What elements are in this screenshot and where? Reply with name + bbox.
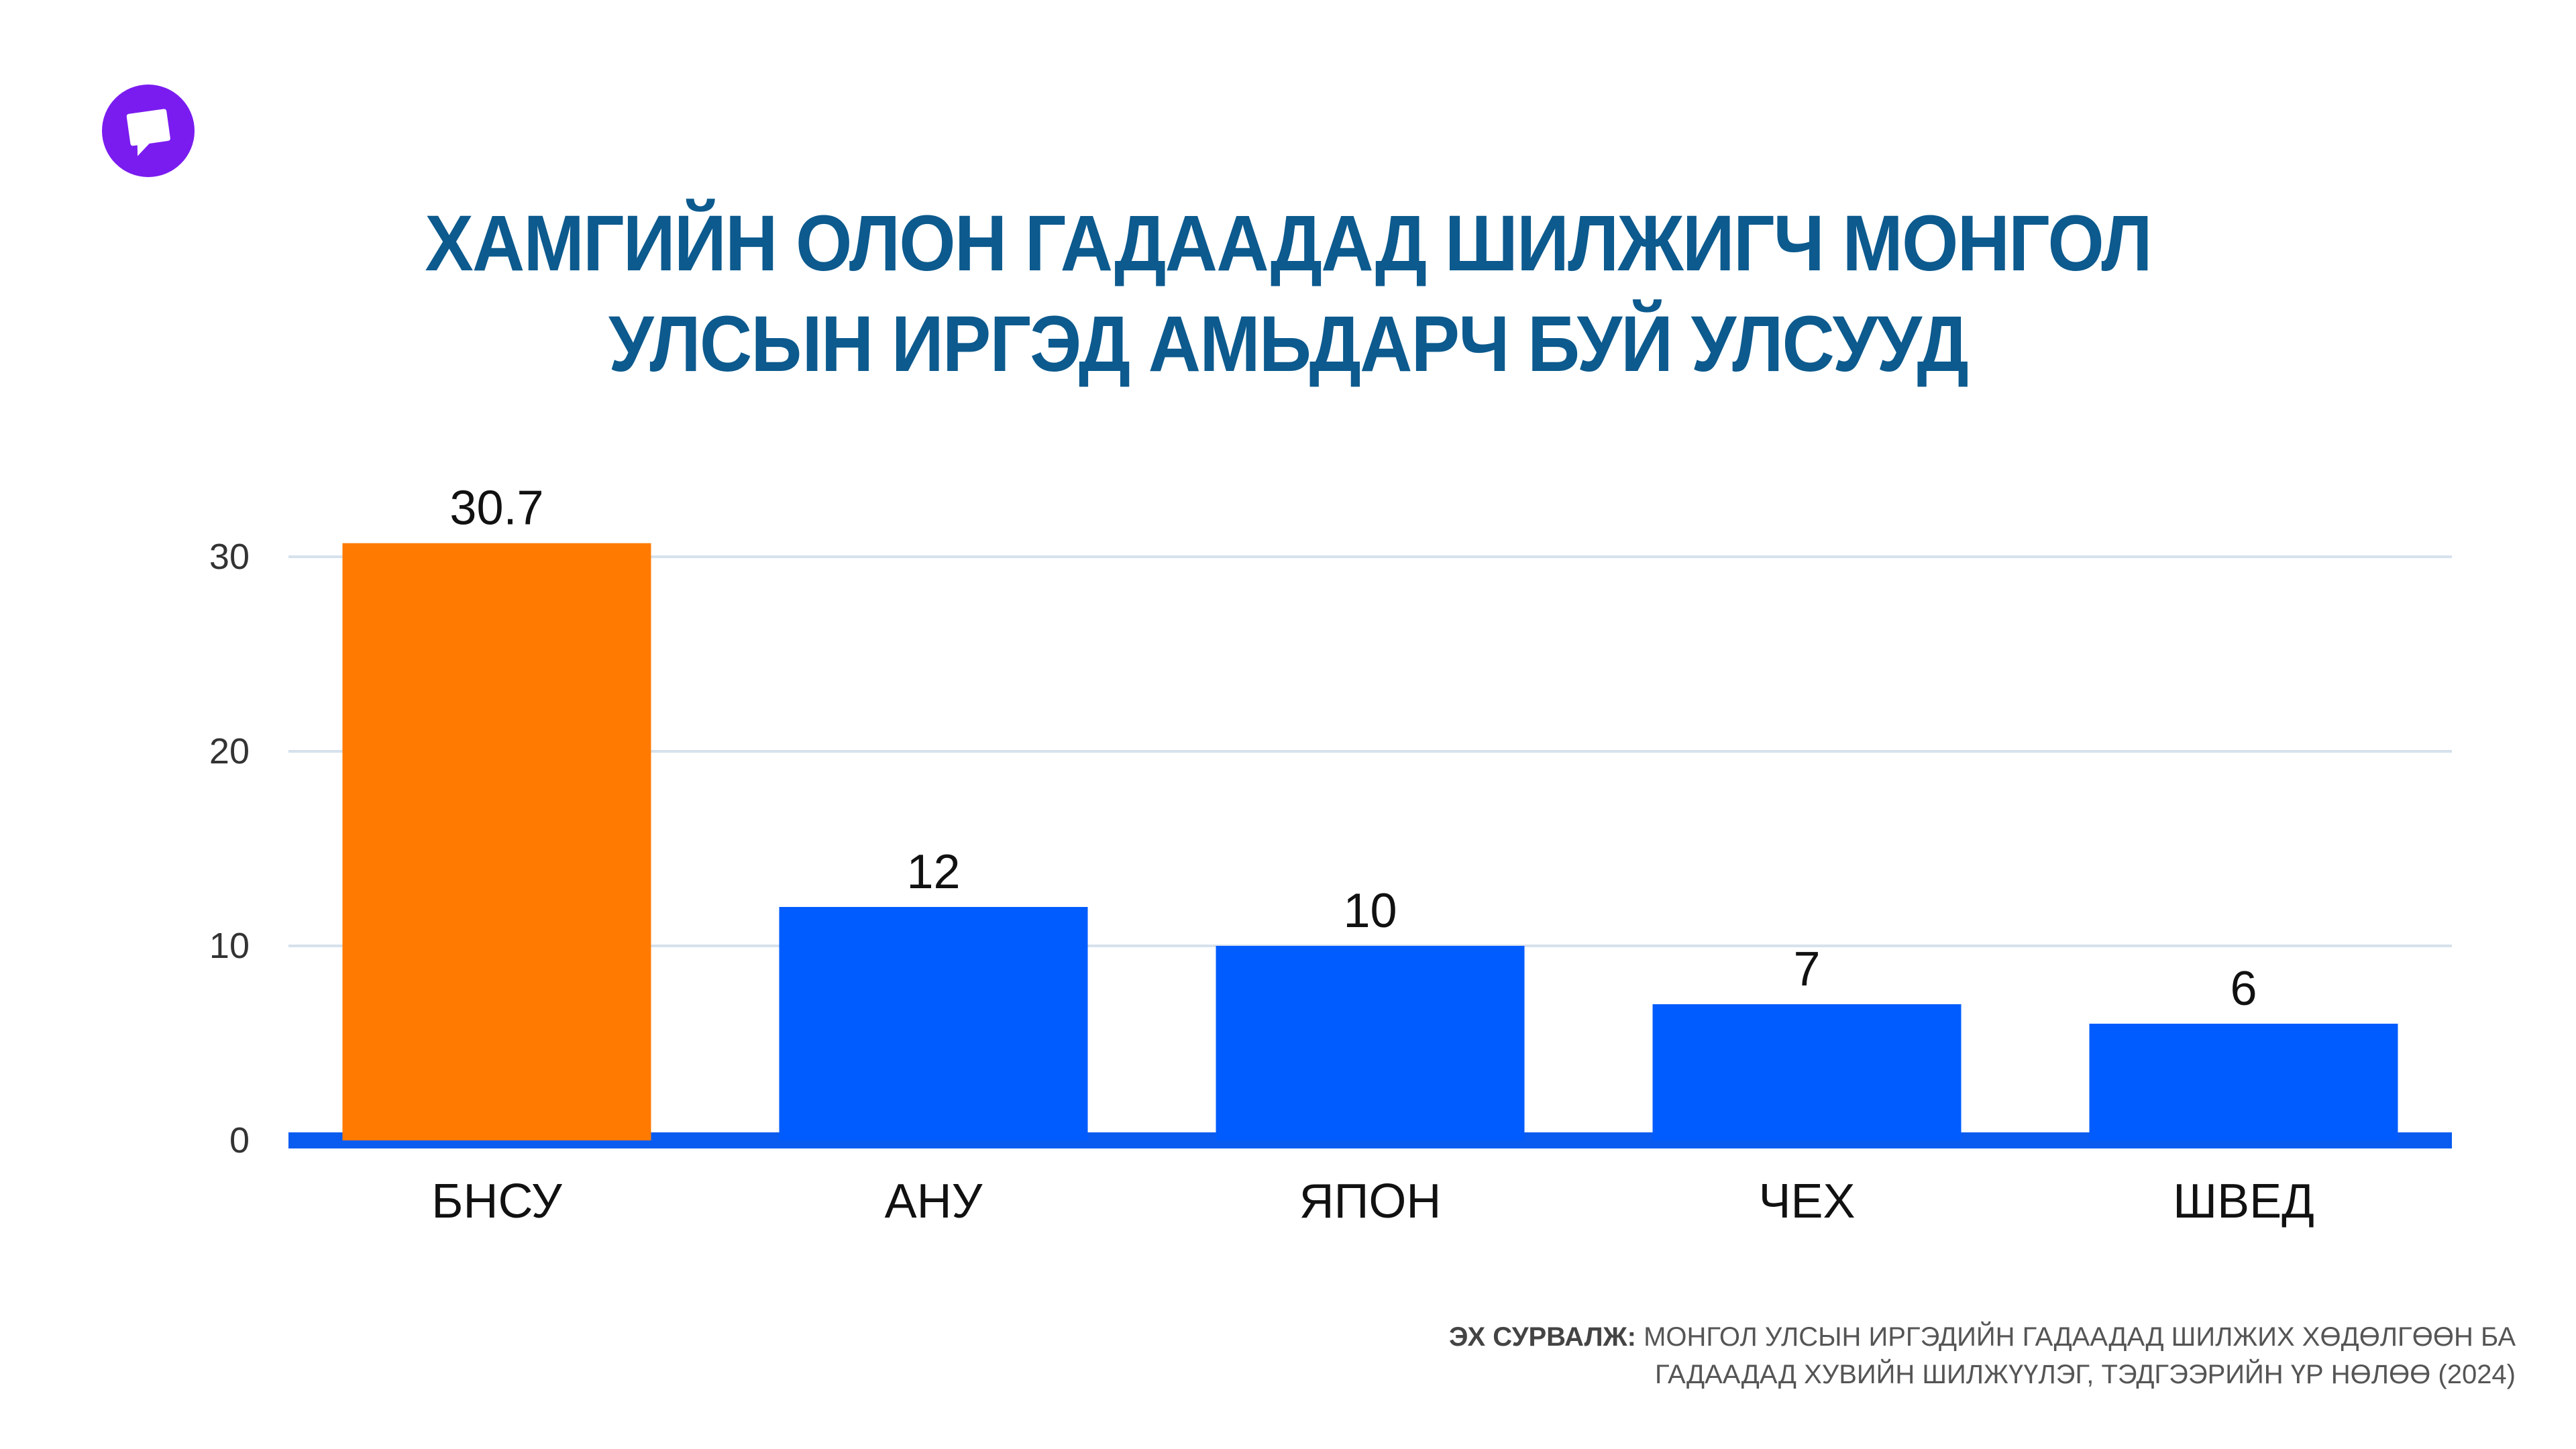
speech-bubble-icon — [102, 85, 195, 177]
bar — [342, 543, 651, 1140]
source-note: ЭХ СУРВАЛЖ: МОНГОЛ УЛСЫН ИРГЭДИЙН ГАДААД… — [1449, 1318, 2516, 1393]
source-line-2: ГАДААДАД ХУВИЙН ШИЛЖҮҮЛЭГ, ТЭДГЭЭРИЙН ҮР… — [1655, 1360, 2516, 1389]
bar-value-label: 10 — [1343, 884, 1397, 938]
bar — [1216, 946, 1525, 1140]
bar — [2089, 1024, 2398, 1140]
x-tick-label: АНУ — [885, 1175, 983, 1228]
y-tick-label: 20 — [209, 731, 250, 771]
x-tick-label: БНСУ — [431, 1175, 563, 1228]
y-tick-label: 0 — [229, 1120, 250, 1161]
bar — [779, 907, 1088, 1140]
source-label: ЭХ СУРВАЛЖ: — [1449, 1322, 1636, 1352]
bar-value-label: 12 — [906, 845, 960, 899]
brand-logo — [102, 85, 195, 177]
x-tick-label: ЯПОН — [1299, 1175, 1442, 1228]
title-line-2: УЛСЫН ИРГЭД АМЬДАРЧ БУЙ УЛСУУД — [608, 300, 1969, 388]
x-tick-label: ЧЕХ — [1758, 1175, 1855, 1228]
y-tick-label: 10 — [209, 926, 250, 966]
bar — [1652, 1004, 1962, 1140]
source-line-1: МОНГОЛ УЛСЫН ИРГЭДИЙН ГАДААДАД ШИЛЖИХ ХӨ… — [1644, 1322, 2516, 1352]
bar-value-label: 30.7 — [449, 482, 543, 535]
title-line-1: ХАМГИЙН ОЛОН ГАДААДАД ШИЛЖИГЧ МОНГОЛ — [425, 199, 2152, 288]
bar-value-label: 7 — [1793, 943, 1820, 996]
chart-title: ХАМГИЙН ОЛОН ГАДААДАД ШИЛЖИГЧ МОНГОЛ УЛС… — [103, 193, 2473, 394]
y-tick-label: 30 — [209, 537, 250, 577]
bar-value-label: 6 — [2230, 962, 2257, 1016]
x-tick-label: ШВЕД — [2173, 1175, 2314, 1228]
